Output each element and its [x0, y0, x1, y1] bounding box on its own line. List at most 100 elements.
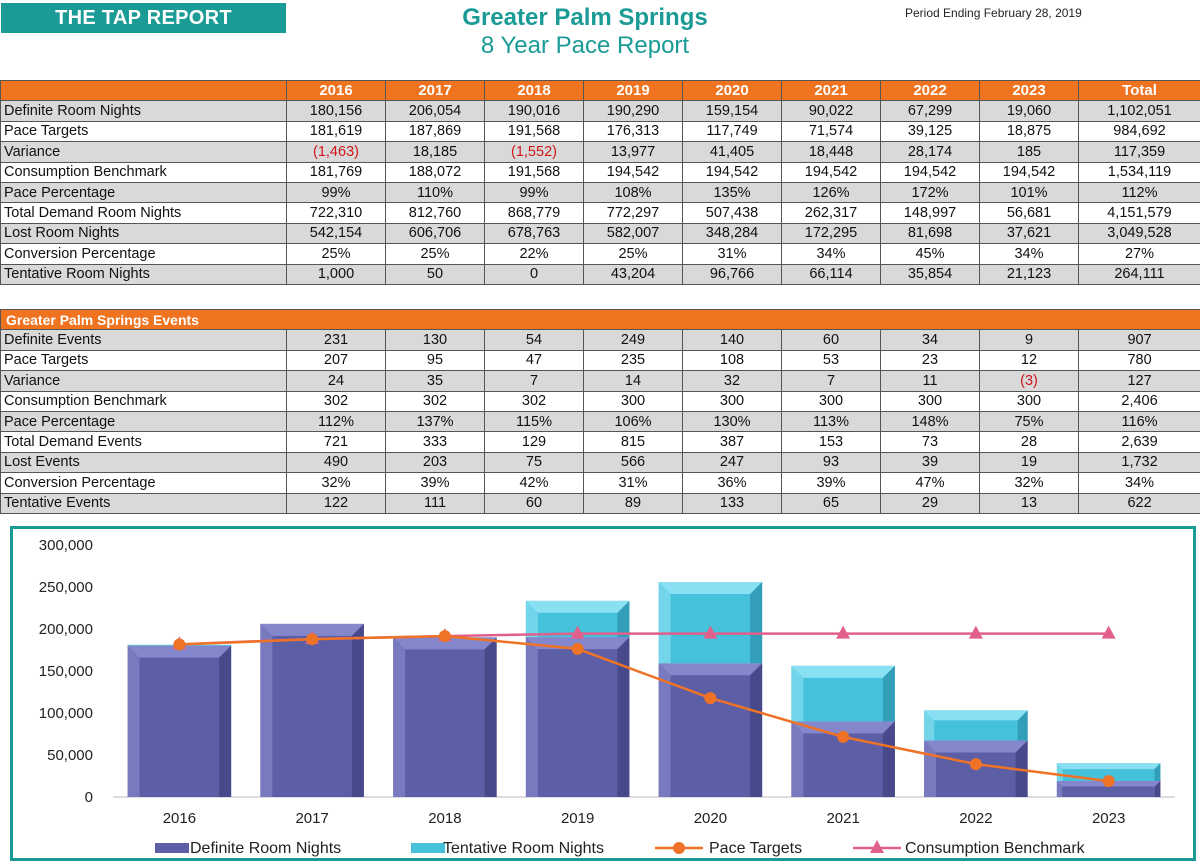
room-nights-row: Tentative Room Nights 1,000 50 0 43,204 96,76…: [0, 263, 1200, 285]
events-row-label: Pace Targets: [0, 349, 287, 372]
room-nights-cell: 206,054: [385, 100, 485, 122]
events-cell: 9: [979, 329, 1079, 351]
room-nights-cell: 50: [385, 263, 485, 285]
room-nights-row-label: Conversion Percentage: [0, 243, 287, 265]
legend-label: Consumption Benchmark: [905, 840, 1086, 857]
pace-point: [837, 730, 850, 743]
events-cell: 203: [385, 451, 485, 474]
benchmark-point: [968, 625, 983, 639]
benchmark-point: [1101, 625, 1116, 639]
room-nights-cell: 25%: [385, 243, 485, 265]
tentative-bar-top-face: [924, 710, 1028, 721]
events-cell: 32%: [979, 472, 1079, 494]
definite-bar-top-face: [924, 740, 1028, 753]
events-cell: 302: [286, 390, 386, 412]
room-nights-header-row: 2016 2017 2018 2019 2020 2021 2022 2023 Total: [0, 79, 1200, 102]
y-tick-label: 300,000: [39, 537, 93, 554]
room-nights-cell: 159,154: [682, 100, 782, 122]
events-cell: 7: [781, 370, 881, 392]
events-cell: 14: [583, 370, 683, 392]
events-cell: 133: [682, 492, 782, 514]
events-cell: 566: [583, 451, 683, 474]
room-nights-cell: 67,299: [880, 100, 980, 122]
events-cell: 302: [484, 390, 584, 412]
events-cell: 75: [484, 451, 584, 474]
room-nights-row: Conversion Percentage 25% 25% 22% 25% 31% 34% 4…: [0, 243, 1200, 265]
events-row: Conversion Percentage 32% 39% 42% 31% 36% 39% 4…: [0, 472, 1200, 494]
definite-bar: [525, 637, 630, 797]
events-cell: 300: [880, 390, 980, 412]
room-nights-cell: 81,698: [880, 222, 980, 245]
room-nights-cell: 90,022: [781, 100, 881, 122]
tentative-bar-top-face: [658, 582, 763, 595]
pace-point: [704, 692, 717, 705]
room-nights-cell: 71,574: [781, 120, 881, 143]
events-cell: 95: [385, 349, 485, 372]
events-cell: 53: [781, 349, 881, 372]
room-nights-cell: 27%: [1078, 243, 1200, 265]
room-nights-cell: 22%: [484, 243, 584, 265]
events-cell: 153: [781, 431, 881, 453]
room-nights-cell: 25%: [286, 243, 386, 265]
events-cell: 2,639: [1077, 431, 1200, 453]
tentative-bar-left-face: [924, 710, 935, 741]
events-cell: 60: [781, 329, 881, 351]
definite-bar-right-face: [750, 663, 763, 797]
room-nights-row: Consumption Benchmark 181,769 188,072 191,5…: [0, 161, 1200, 183]
room-nights-cell: 18,875: [979, 120, 1079, 143]
room-nights-row: Pace Percentage 99% 110% 99% 108% 135% 126% 172…: [0, 181, 1200, 204]
room-nights-cell: 180,156: [286, 100, 386, 122]
events-cell: 7: [484, 370, 584, 392]
definite-bar-right-face: [219, 645, 232, 797]
events-cell: 113%: [781, 410, 881, 433]
definite-bar-right-face: [484, 637, 497, 797]
benchmark-point: [836, 625, 851, 639]
room-nights-cell: 542,154: [286, 222, 386, 245]
events-cell: 34: [880, 329, 980, 351]
room-nights-cell: 348,284: [682, 222, 782, 245]
definite-bar: [260, 623, 364, 797]
x-tick-label: 2020: [694, 810, 727, 827]
events-cell: 249: [583, 329, 683, 351]
room-nights-cell: 4,151,579: [1078, 202, 1200, 224]
x-tick-label: 2018: [428, 810, 461, 827]
events-cell: 19: [979, 451, 1079, 474]
events-cell: 106%: [583, 410, 683, 433]
definite-bar-left-face: [658, 663, 671, 797]
events-cell: 130%: [682, 410, 782, 433]
benchmark-point: [703, 625, 718, 639]
room-nights-cell: 25%: [583, 243, 683, 265]
events-cell: 140: [682, 329, 782, 351]
room-nights-cell: 772,297: [583, 202, 683, 224]
room-nights-cell: 176,313: [583, 120, 683, 143]
events-row-label: Consumption Benchmark: [0, 390, 287, 412]
events-cell: 34%: [1077, 472, 1200, 494]
definite-bar-top-face: [127, 645, 232, 658]
room-nights-cell: 262,317: [781, 202, 881, 224]
events-cell: 333: [385, 431, 485, 453]
room-nights-cell: 190,016: [484, 100, 584, 122]
events-cell: 93: [781, 451, 881, 474]
events-cell: 300: [583, 390, 683, 412]
events-row-label: Total Demand Events: [0, 431, 287, 453]
events-cell: 300: [682, 390, 782, 412]
room-nights-cell: 117,359: [1078, 141, 1200, 163]
events-row-label: Definite Events: [0, 329, 287, 351]
definite-bar-left-face: [791, 721, 804, 797]
events-cell: 32%: [286, 472, 386, 494]
tentative-bar-right-face: [1154, 763, 1161, 781]
events-cell: (3): [979, 370, 1079, 392]
room-nights-row-label: Pace Percentage: [0, 181, 287, 204]
events-table: Greater Palm Springs Events Definite Eve…: [0, 308, 1200, 514]
room-nights-cell: 1,534,119: [1078, 161, 1200, 183]
column-header: 2021: [781, 79, 881, 102]
events-row: Total Demand Events 721 333 129 815 387 153 73 2…: [0, 431, 1200, 453]
definite-bar-right-face: [351, 623, 364, 797]
room-nights-cell: 1,102,051: [1078, 100, 1200, 122]
x-tick-label: 2019: [561, 810, 594, 827]
room-nights-cell: 185: [979, 141, 1079, 163]
room-nights-cell: 34%: [979, 243, 1079, 265]
events-cell: 89: [583, 492, 683, 514]
period-label: Period Ending February 28, 2019: [905, 6, 1082, 20]
benchmark-point: [570, 625, 585, 639]
